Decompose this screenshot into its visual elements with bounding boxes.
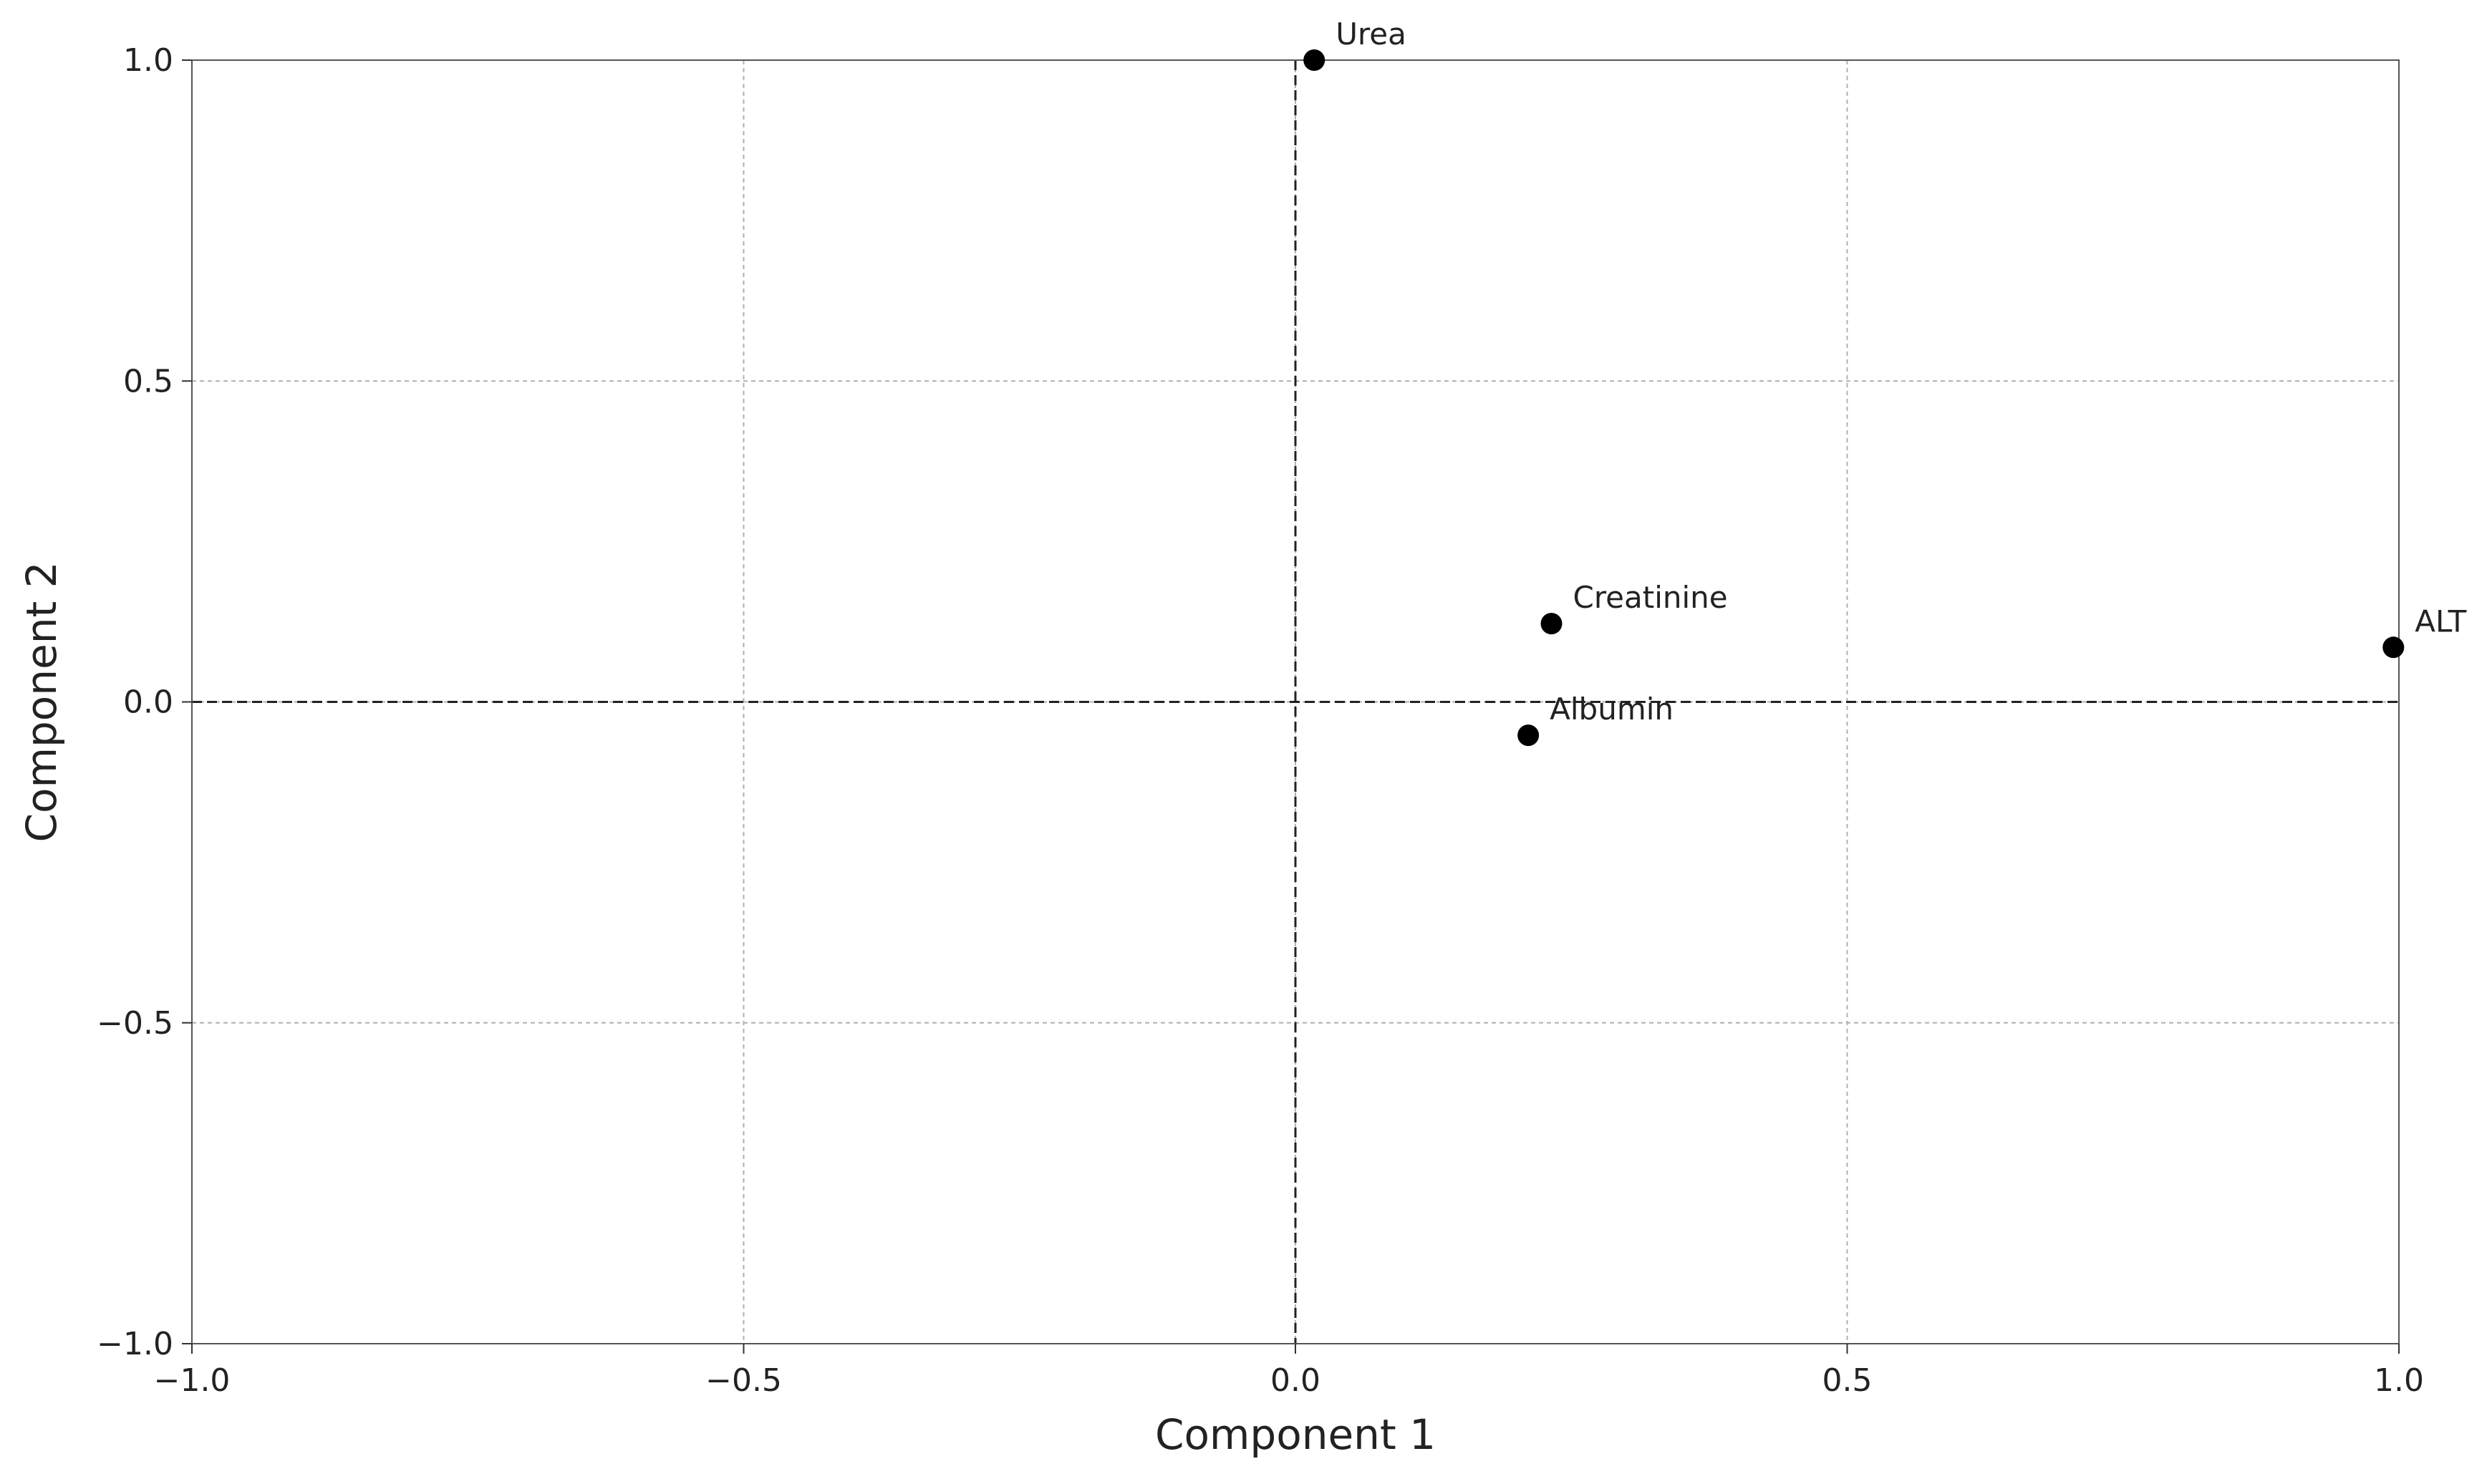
data-point — [1303, 49, 1325, 71]
x-axis-ticks: −1.0 −0.5 0.0 0.5 1.0 — [154, 1344, 2424, 1399]
data-point-label: Creatinine — [1573, 580, 1728, 615]
y-tick-label: −0.5 — [97, 1005, 173, 1042]
x-tick-label: 1.0 — [2374, 1362, 2424, 1399]
y-axis-ticks: −1.0 −0.5 0.0 0.5 1.0 — [97, 42, 192, 1362]
x-tick-label: −0.5 — [705, 1362, 782, 1399]
data-point-label: ALT — [2415, 603, 2466, 639]
x-tick-label: −1.0 — [154, 1362, 231, 1399]
data-point — [1517, 724, 1540, 747]
x-tick-label: 0.5 — [1822, 1362, 1873, 1399]
y-axis-title: Component 2 — [17, 561, 66, 842]
data-point-label: Urea — [1336, 16, 1406, 52]
x-tick-label: 0.0 — [1270, 1362, 1320, 1399]
y-tick-label: 1.0 — [123, 42, 173, 79]
data-points: Urea Creatinine ALT Albumin — [1303, 16, 2467, 747]
data-point — [1540, 613, 1563, 635]
data-point — [2382, 636, 2405, 659]
data-point-label: Albumin — [1550, 692, 1674, 727]
x-axis-title: Component 1 — [1155, 1410, 1436, 1459]
y-tick-label: 0.0 — [123, 684, 173, 721]
y-tick-label: −1.0 — [97, 1326, 173, 1362]
zero-reference-lines — [192, 60, 2399, 1344]
y-tick-label: 0.5 — [123, 363, 173, 399]
